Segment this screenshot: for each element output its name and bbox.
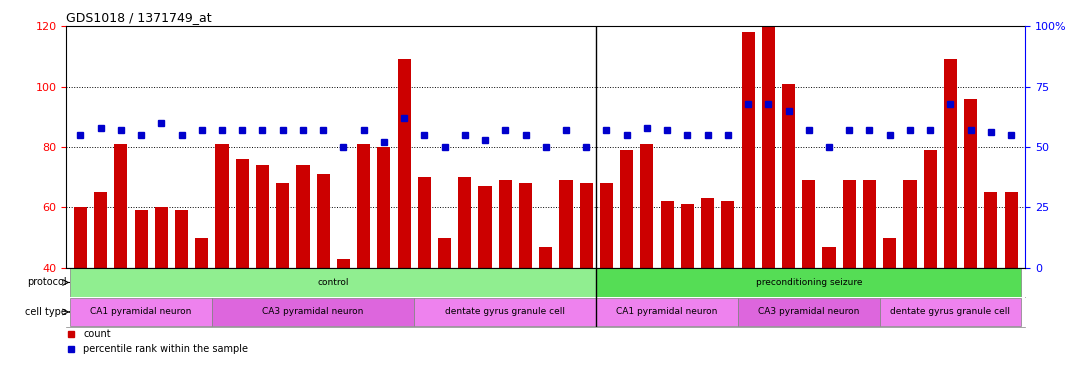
Bar	[560, 180, 572, 375]
Bar	[701, 198, 714, 375]
Bar	[114, 144, 127, 375]
Bar	[924, 150, 937, 375]
Bar	[256, 165, 269, 375]
Bar	[195, 237, 208, 375]
Text: dentate gyrus granule cell: dentate gyrus granule cell	[891, 308, 1010, 316]
Bar	[357, 144, 371, 375]
Bar	[822, 247, 835, 375]
Text: CA3 pyramidal neuron: CA3 pyramidal neuron	[263, 308, 364, 316]
Bar	[964, 99, 977, 375]
Text: control: control	[317, 278, 349, 287]
Bar	[880, 298, 1021, 326]
Bar	[236, 159, 249, 375]
Bar	[904, 180, 916, 375]
Bar	[596, 268, 1021, 297]
Text: preconditioning seizure: preconditioning seizure	[755, 278, 862, 287]
Bar	[414, 298, 596, 326]
Bar	[135, 210, 147, 375]
Bar	[621, 150, 633, 375]
Bar	[680, 204, 694, 375]
Bar	[600, 183, 613, 375]
Bar	[397, 60, 411, 375]
Bar	[70, 268, 596, 297]
Bar	[94, 192, 107, 375]
Bar	[661, 201, 674, 375]
Bar	[883, 237, 896, 375]
Bar	[721, 201, 735, 375]
Bar	[175, 210, 188, 375]
Bar	[70, 298, 211, 326]
Bar	[438, 237, 451, 375]
Bar	[74, 207, 87, 375]
Bar	[336, 259, 350, 375]
Bar	[596, 298, 738, 326]
Bar	[277, 183, 289, 375]
Bar	[738, 298, 880, 326]
Bar	[1005, 192, 1018, 375]
Bar	[418, 177, 430, 375]
Bar	[761, 26, 775, 375]
Bar	[985, 192, 998, 375]
Bar	[539, 247, 552, 375]
Bar	[499, 180, 512, 375]
Bar	[782, 84, 795, 375]
Bar	[519, 183, 532, 375]
Bar	[863, 180, 876, 375]
Text: CA1 pyramidal neuron: CA1 pyramidal neuron	[616, 308, 718, 316]
Bar	[316, 174, 330, 375]
Bar	[843, 180, 855, 375]
Bar	[211, 298, 414, 326]
Bar	[458, 177, 471, 375]
Bar	[741, 32, 755, 375]
Bar	[641, 144, 654, 375]
Text: cell type: cell type	[25, 307, 66, 317]
Bar	[155, 207, 168, 375]
Bar	[297, 165, 310, 375]
Bar	[580, 183, 593, 375]
Text: protocol: protocol	[27, 278, 66, 288]
Bar	[377, 147, 391, 375]
Bar	[944, 60, 957, 375]
Text: percentile rank within the sample: percentile rank within the sample	[83, 344, 249, 354]
Text: dentate gyrus granule cell: dentate gyrus granule cell	[445, 308, 565, 316]
Text: CA3 pyramidal neuron: CA3 pyramidal neuron	[758, 308, 860, 316]
Bar	[478, 186, 491, 375]
Text: GDS1018 / 1371749_at: GDS1018 / 1371749_at	[66, 11, 211, 24]
Text: CA1 pyramidal neuron: CA1 pyramidal neuron	[91, 308, 192, 316]
Bar	[216, 144, 229, 375]
Bar	[802, 180, 815, 375]
Text: count: count	[83, 329, 111, 339]
